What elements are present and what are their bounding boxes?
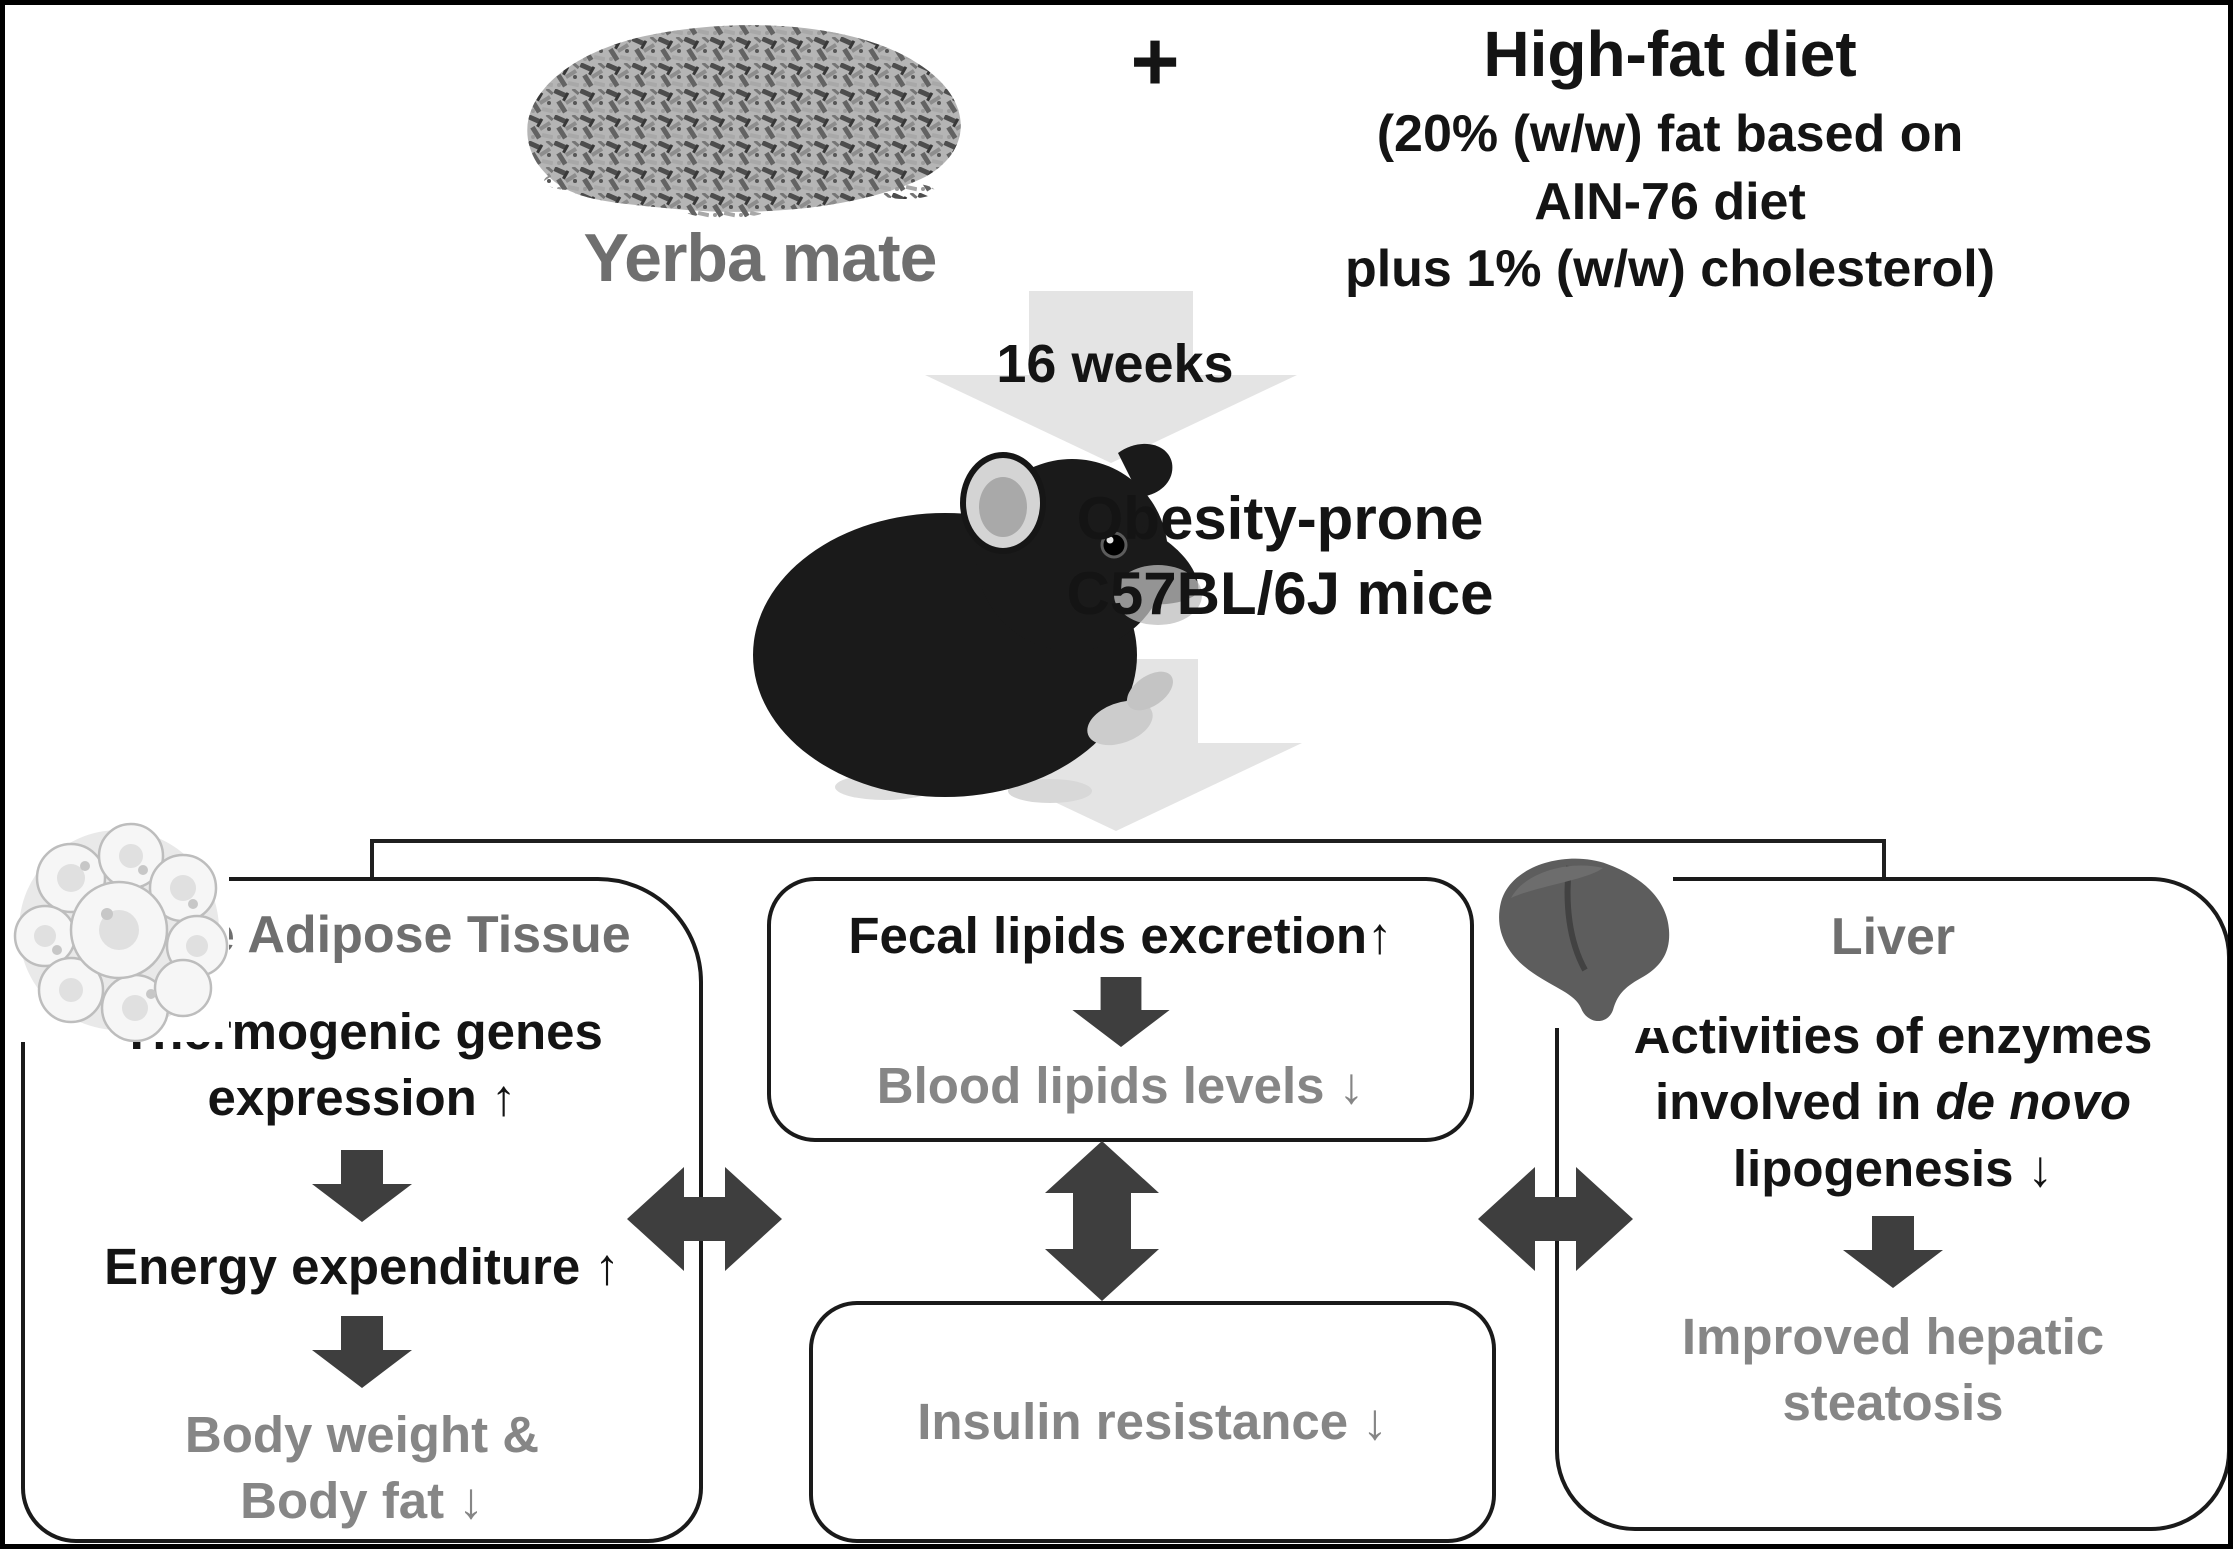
bracket-left-drop-line [370,839,374,880]
lipogenesis-line-2: involved in de novo [1654,1073,2132,1131]
liver-image [1477,846,1673,1028]
liver-box: Liver Activities of enzymes involved in … [1555,877,2228,1531]
lipids-box: Fecal lipids excretion↑ Blood lipids lev… [767,877,1474,1142]
bracket-right-drop-line [1882,839,1886,880]
diet-detail-line-2: AIN-76 diet [1534,172,1806,231]
down-arrow-icon [312,1149,412,1222]
down-arrow-icon [1071,977,1170,1048]
mouse-label-line-1: Obesity-prone [1076,485,1484,552]
big-down-arrow-1 [925,291,1297,463]
insulin-resistance-text: Insulin resistance ↓ [917,1392,1388,1450]
body-weight-line-2: Body fat ↓ [240,1472,484,1530]
left-right-double-arrow-icon [1478,1155,1633,1283]
thermogenic-genes-line-2: expression ↑ [207,1069,517,1127]
lipogenesis-line-1: Activities of enzymes [1633,1007,2153,1064]
mouse-label-line-2: C57BL/6J mice [1066,560,1494,627]
yerba-mate-label: Yerba mate [583,220,938,296]
mouse-label: Obesity-prone C57BL/6J mice [1065,481,1495,631]
high-fat-diet-block: High-fat diet (20% (w/w) fat based on AI… [1240,17,2100,304]
adipose-tissue-image [11,818,229,1042]
fecal-lipids-text: Fecal lipids excretion↑ [848,907,1393,964]
mouse-image [720,423,1240,803]
lipogenesis-line-3: lipogenesis ↓ [1732,1139,2054,1197]
liver-title: Liver [1830,908,1956,966]
insulin-box: Insulin resistance ↓ [809,1301,1496,1543]
diet-detail-line-1: (20% (w/w) fat based on [1376,105,1964,163]
duration-label: 16 weeks [996,334,1234,394]
body-weight-line-1: Body weight & [184,1405,540,1463]
blood-lipids-text: Blood lipids levels ↓ [876,1057,1365,1115]
diet-detail-line-3: plus 1% (w/w) cholesterol) [1344,240,1996,299]
de-novo-italic: de novo [1935,1073,2132,1131]
lipogenesis-text: Activities of enzymes involved in de nov… [1634,1003,2153,1202]
energy-expenditure-text: Energy expenditure ↑ [104,1237,620,1295]
high-fat-diet-title: High-fat diet [1483,18,1857,90]
plus-sign: + [1130,14,1180,108]
big-down-arrow-2 [930,659,1302,831]
hepatic-steatosis-text: Improved hepatic steatosis [1682,1304,2104,1437]
down-arrow-icon [312,1315,412,1388]
hepatic-steatosis-line-2: steatosis [1782,1374,2004,1432]
left-right-double-arrow-icon [627,1155,782,1283]
bracket-horizontal-line [370,839,1886,843]
up-down-double-arrow-icon [1045,1141,1160,1301]
yerba-mate-image [475,11,995,223]
hepatic-steatosis-line-1: Improved hepatic [1681,1307,2105,1365]
body-weight-text: Body weight & Body fat ↓ [185,1402,539,1535]
down-arrow-icon [1843,1215,1943,1288]
